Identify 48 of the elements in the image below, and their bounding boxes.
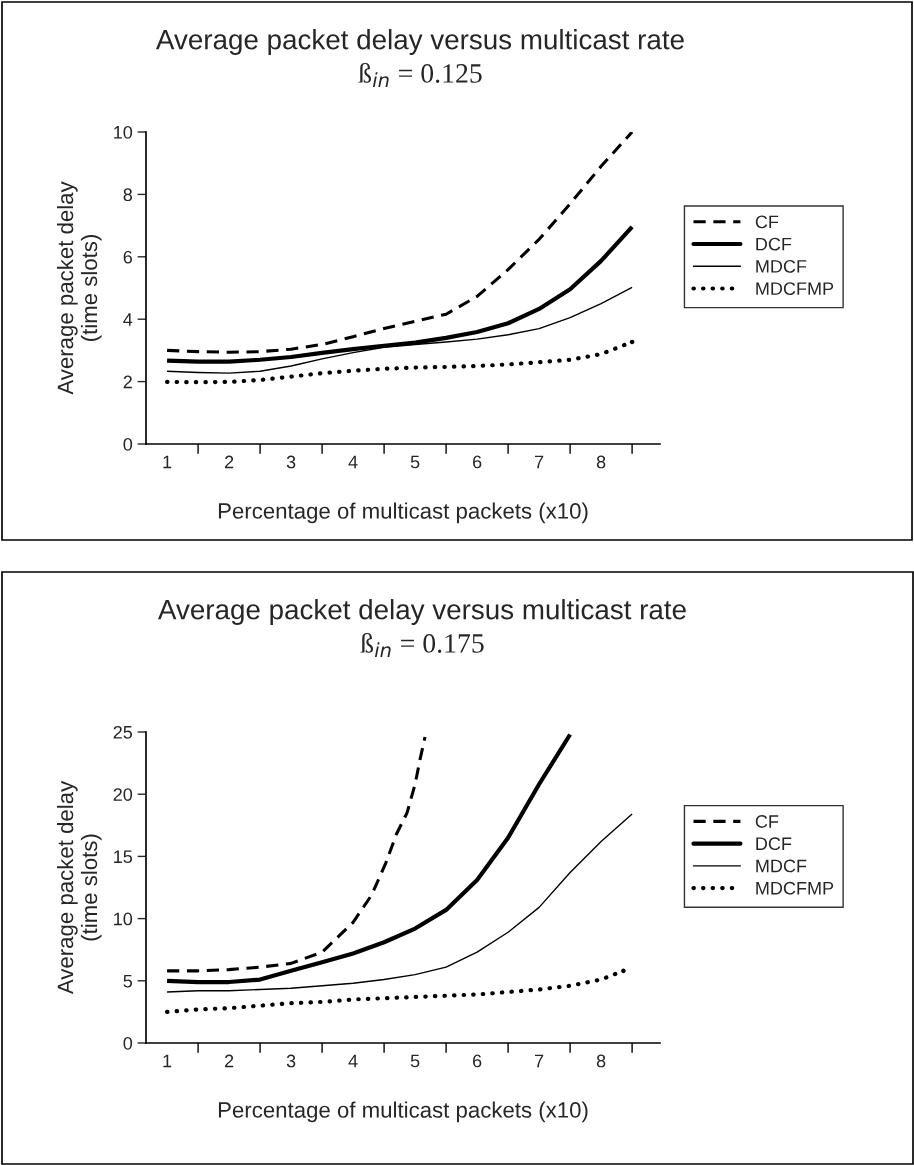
x-tick-label: 7 (535, 455, 544, 469)
x-tick-label: 4 (348, 455, 358, 469)
y-tick-label: 25 (113, 725, 133, 739)
x-tick-label: 4 (348, 1054, 358, 1068)
x-axis-title: Percentage of multicast packets (x10) (218, 1101, 588, 1123)
chart-title: Average packet delay versus multicast rate (155, 29, 684, 55)
y-tick-label: 8 (123, 188, 133, 202)
x-tick-label: 2 (224, 1054, 234, 1068)
legend-label: DCF (756, 837, 792, 851)
line-series (165, 735, 427, 973)
legend-label: MDCFMP (756, 282, 834, 296)
y-tick-label: 5 (123, 974, 133, 988)
chart-title: Average packet delay versus multicast rate (157, 599, 686, 625)
legend-label: CF (755, 215, 779, 229)
line-series (166, 813, 633, 993)
y-tick-label: 6 (123, 250, 133, 264)
chart-subtitle: ß$_{in}$ = 0.175 (360, 632, 484, 658)
y-tick-label: 20 (113, 788, 133, 801)
legend-label: MDCF (756, 859, 807, 873)
x-tick-label: 2 (224, 455, 234, 469)
x-axis-title: Percentage of multicast packets (x10) (218, 502, 588, 524)
x-tick-label: 3 (286, 1054, 296, 1068)
x-tick-label: 5 (410, 1054, 420, 1068)
x-tick-label: 7 (535, 1054, 544, 1068)
legend-label: MDCF (756, 259, 807, 273)
x-tick-label: 3 (286, 455, 296, 469)
y-axis-title: Average packet delay (time slots) (56, 181, 102, 395)
y-tick-label: 10 (114, 125, 133, 139)
y-tick-label: 2 (123, 375, 132, 389)
x-tick-label: 1 (163, 455, 172, 469)
y-tick-label: 4 (123, 313, 133, 326)
y-tick-label: 10 (114, 912, 133, 926)
y-tick-label: 0 (123, 437, 133, 451)
line-series (165, 132, 634, 354)
x-tick-label: 6 (472, 455, 482, 469)
x-tick-label: 8 (596, 455, 606, 469)
y-tick-label: 0 (123, 1036, 133, 1050)
y-axis-title: Average packet delay (time slots) (56, 780, 102, 995)
x-tick-label: 6 (472, 1054, 482, 1068)
x-tick-label: 1 (163, 1054, 172, 1068)
y-tick-label: 15 (114, 850, 133, 864)
legend-label: DCF (756, 237, 792, 251)
legend-label: MDCFMP (756, 881, 834, 895)
x-tick-label: 8 (596, 1054, 606, 1068)
x-tick-label: 5 (410, 455, 420, 469)
line-series (164, 732, 573, 985)
chart-subtitle: ß$_{in}$ = 0.125 (358, 62, 482, 88)
legend-label: CF (755, 815, 779, 828)
